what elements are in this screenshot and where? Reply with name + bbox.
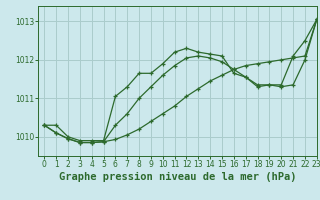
X-axis label: Graphe pression niveau de la mer (hPa): Graphe pression niveau de la mer (hPa) [59, 172, 296, 182]
